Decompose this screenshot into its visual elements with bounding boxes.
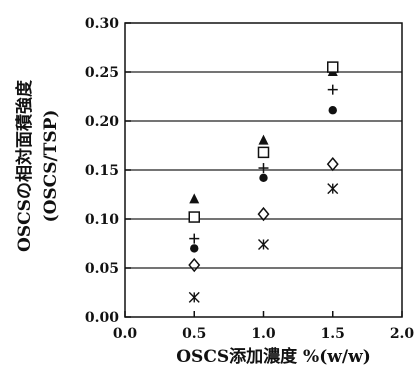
point-square-0 [188,211,200,223]
y-axis-ticks: 0.00 0.05 0.10 0.15 0.20 0.25 0.30 [85,16,131,326]
x-axis-ticks: 0.0 0.5 1.0 1.5 2.0 [113,311,415,342]
x-axis-label: OSCS添加濃度 %(w/w) [176,346,371,367]
x-tick-label-2: 1.0 [251,326,276,342]
point-asterisk-1 [258,238,269,250]
point-asterisk-2 [327,183,339,195]
point-circle-0 [190,244,199,253]
point-diamond-0 [188,257,201,273]
point-square-1 [257,146,270,159]
y-tick-label-1: 0.05 [85,261,119,277]
point-plus-1 [258,163,269,174]
y-axis-label-line1: OSCSの相対面積強度 [14,79,35,252]
point-circle-1 [259,173,268,183]
x-tick-label-3: 1.5 [321,326,345,342]
point-circle-2 [328,106,337,115]
point-square-2 [327,61,339,73]
x-tick-label-0: 0.0 [113,326,138,342]
x-tick-label-1: 0.5 [182,326,206,342]
y-tick-label-2: 0.10 [85,212,119,228]
point-plus-0 [189,233,200,244]
y-tick-label-3: 0.15 [85,163,119,179]
y-axis-label: OSCSの相対面積強度 (OSCS/TSP) [14,79,61,252]
y-tick-label-5: 0.25 [85,65,119,81]
y-tick-label-6: 0.30 [85,16,119,32]
point-asterisk-0 [188,291,200,303]
y-tick-label-0: 0.00 [85,310,119,326]
y-tick-label-4: 0.20 [85,114,119,130]
x-tick-label-4: 2.0 [390,326,415,342]
point-diamond-2 [326,156,339,172]
point-triangle-1 [258,134,269,145]
data-points [188,61,339,303]
y-axis-label-line2: (OSCS/TSP) [41,110,61,223]
point-diamond-1 [257,206,270,222]
point-plus-2 [327,84,338,95]
point-triangle-0 [189,193,200,204]
